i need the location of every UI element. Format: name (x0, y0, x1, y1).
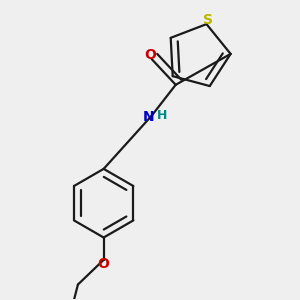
Text: S: S (202, 13, 212, 27)
Text: H: H (157, 109, 167, 122)
Text: N: N (142, 110, 154, 124)
Text: O: O (98, 257, 109, 271)
Text: O: O (145, 48, 157, 62)
